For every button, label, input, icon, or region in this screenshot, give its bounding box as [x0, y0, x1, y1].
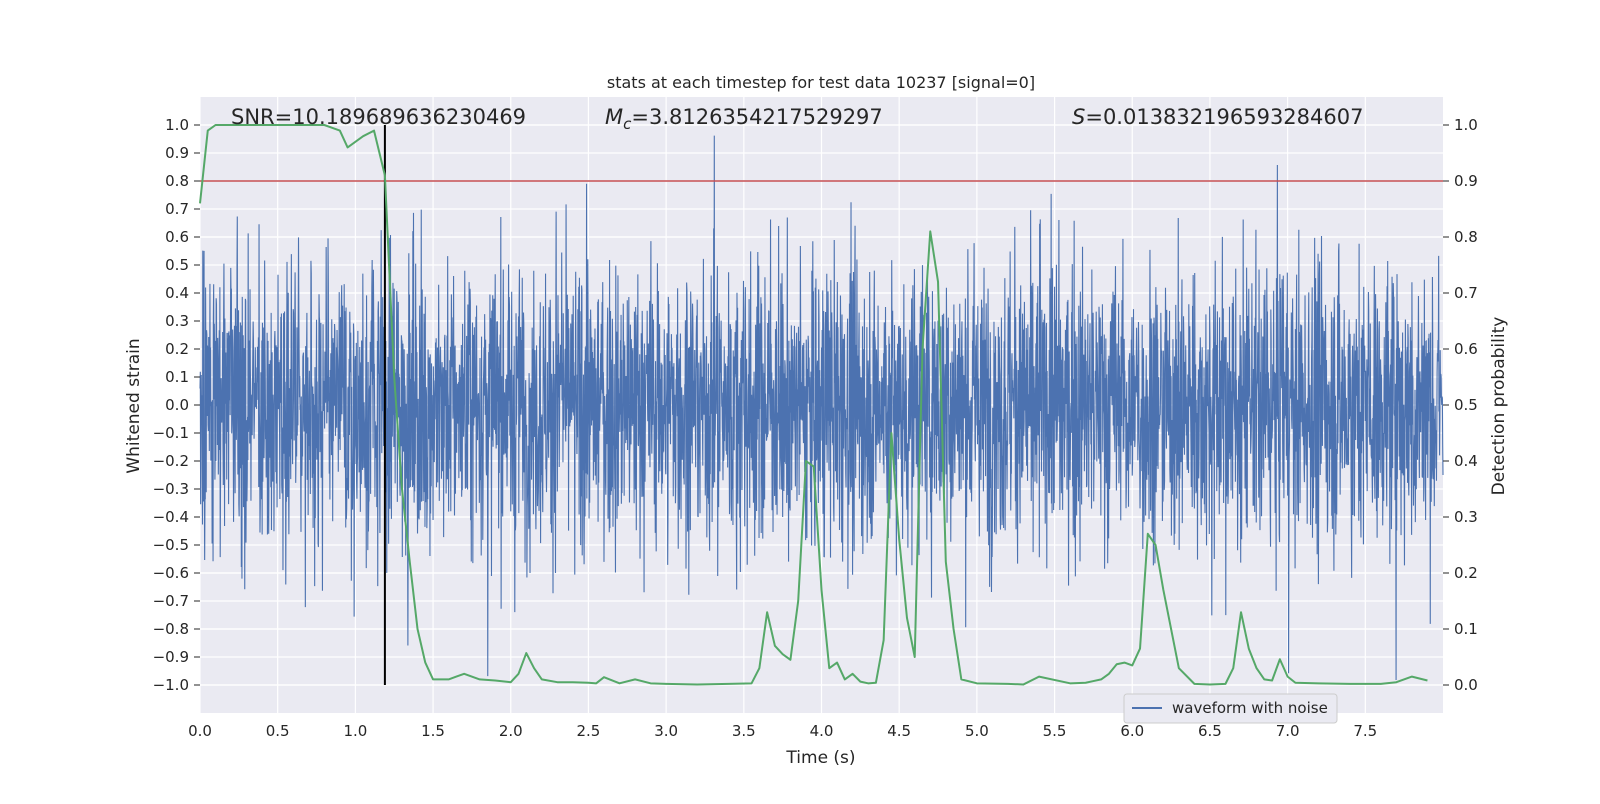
chirp-mass-symbol: M [605, 105, 623, 129]
x-tick-label: 4.0 [810, 722, 834, 740]
x-tick-label: 0.0 [188, 722, 212, 740]
y-right-tick-label: 0.8 [1454, 228, 1478, 246]
x-tick-label: 5.5 [1043, 722, 1067, 740]
y-right-tick-label: 0.2 [1454, 564, 1478, 582]
snr-annotation: SNR=10.189689636230469 [231, 105, 526, 129]
y-left-tick-label: 1.0 [165, 116, 189, 134]
y-left-tick-label: 0.5 [165, 256, 189, 274]
y-left-tick-label: −0.7 [153, 592, 189, 610]
y-left-tick-label: 0.4 [165, 284, 189, 302]
y-left-tick-label: −0.1 [153, 424, 189, 442]
y-left-tick-label: −1.0 [153, 676, 189, 694]
y-left-tick-label: −0.2 [153, 452, 189, 470]
s-value: =0.013832196593284607 [1085, 105, 1363, 129]
series-detection-probability [199, 124, 1428, 686]
waveform-line [199, 135, 1444, 681]
s-symbol: S [1072, 105, 1085, 129]
y-left-tick-label: −0.3 [153, 480, 189, 498]
y-left-tick-label: 0.1 [165, 368, 189, 386]
y-right-tick-label: 0.1 [1454, 620, 1478, 638]
x-tick-label: 6.0 [1120, 722, 1144, 740]
y-right-tick-label: 0.6 [1454, 340, 1478, 358]
y-left-tick-label: −0.8 [153, 620, 189, 638]
y-left-tick-label: 0.6 [165, 228, 189, 246]
x-tick-label: 7.0 [1276, 722, 1300, 740]
y-left-tick-label: 0.3 [165, 312, 189, 330]
y-right-tick-label: 0.9 [1454, 172, 1478, 190]
tick-labels: 0.0 0.5 1.0 1.5 2.0 2.5 3.0 3.5 4.0 4.5 5.0 5.5 6.0 6… [153, 116, 1478, 740]
legend: waveform with noise [1123, 693, 1338, 724]
chirp-mass-annotation: Mc=3.8126354217529297 [605, 105, 883, 133]
x-tick-label: 6.5 [1198, 722, 1222, 740]
y-axis-right-label: Detection probability [1489, 317, 1509, 496]
legend-box [1123, 693, 1338, 724]
detection-probability-line [199, 124, 1428, 686]
y-right-tick-label: 0.0 [1454, 676, 1478, 694]
chirp-mass-value: =3.8126354217529297 [631, 105, 882, 129]
legend-entry-waveform: waveform with noise [1172, 699, 1328, 717]
chirp-mass-subscript: c [623, 115, 632, 133]
y-left-tick-label: −0.4 [153, 508, 189, 526]
y-right-tick-label: 0.7 [1454, 284, 1478, 302]
y-left-tick-label: 0.2 [165, 340, 189, 358]
y-right-tick-label: 0.3 [1454, 508, 1478, 526]
chart-title: stats at each timestep for test data 102… [607, 73, 1035, 92]
x-tick-label: 1.0 [343, 722, 367, 740]
y-right-tick-label: 1.0 [1454, 116, 1478, 134]
x-tick-label: 2.5 [577, 722, 601, 740]
x-tick-label: 2.0 [499, 722, 523, 740]
y-left-tick-label: −0.6 [153, 564, 189, 582]
overlay-lines [200, 125, 1443, 685]
y-left-tick-label: −0.5 [153, 536, 189, 554]
x-axis-label: Time (s) [785, 748, 855, 768]
y-axis-left-label: Whitened strain [124, 338, 144, 473]
x-tick-label: 3.5 [732, 722, 756, 740]
x-tick-label: 5.0 [965, 722, 989, 740]
y-left-tick-label: 0.9 [165, 144, 189, 162]
y-left-tick-label: −0.9 [153, 648, 189, 666]
x-tick-label: 4.5 [887, 722, 911, 740]
series-waveform-with-noise [199, 135, 1444, 681]
x-tick-label: 7.5 [1353, 722, 1377, 740]
y-right-tick-label: 0.5 [1454, 396, 1478, 414]
x-tick-label: 3.0 [654, 722, 678, 740]
x-tick-label: 0.5 [266, 722, 290, 740]
y-left-tick-label: 0.8 [165, 172, 189, 190]
x-tick-label: 1.5 [421, 722, 445, 740]
y-right-tick-label: 0.4 [1454, 452, 1478, 470]
y-left-tick-label: 0.7 [165, 200, 189, 218]
s-annotation: S=0.013832196593284607 [1072, 105, 1363, 129]
y-left-tick-label: 0.0 [165, 396, 189, 414]
